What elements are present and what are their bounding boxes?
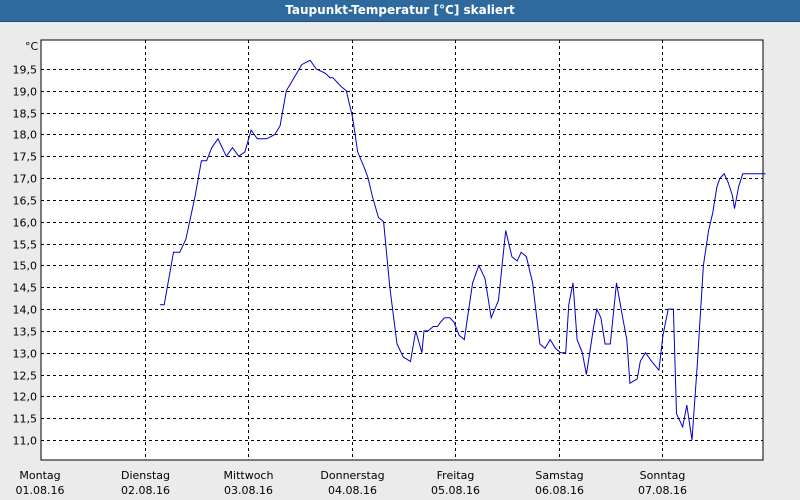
y-tick-label: 19,5 <box>13 64 38 77</box>
y-axis-ticks: 11,0 11,5 12,0 12,5 13,0 13,5 14,0 14,5 15,0 15,5… <box>13 64 38 448</box>
x-tick-day-label: Samstag <box>535 469 583 482</box>
y-tick-label: 16,0 <box>13 217 38 230</box>
x-tick-date-label: 01.08.16 <box>16 484 65 497</box>
x-tick-day-label: Donnerstag <box>320 469 384 482</box>
x-tick-date-label: 04.08.16 <box>328 484 377 497</box>
y-tick-label: 13,0 <box>13 348 38 361</box>
y-tick-label: 12,5 <box>13 370 38 383</box>
y-tick-label: 16,5 <box>13 195 38 208</box>
series-line <box>160 59 766 441</box>
x-tick-day-label: Freitag <box>437 469 475 482</box>
y-tick-label: 11,5 <box>13 413 38 426</box>
x-tick-day-label: Dienstag <box>121 469 170 482</box>
y-tick-label: 15,5 <box>13 239 38 252</box>
x-tick-date-label: 06.08.16 <box>535 484 584 497</box>
plot-area <box>40 39 764 461</box>
y-tick-label: 18,0 <box>13 129 38 142</box>
y-axis-label: °C <box>25 40 39 53</box>
y-tick-label: 12,0 <box>13 391 38 404</box>
y-tick-label: 14,5 <box>13 282 38 295</box>
x-tick-date-label: 05.08.16 <box>431 484 480 497</box>
x-tick-day-label: Montag <box>19 469 60 482</box>
y-tick-label: 13,5 <box>13 326 38 339</box>
x-tick-date-label: 07.08.16 <box>638 484 687 497</box>
y-tick-label: 19,0 <box>13 86 38 99</box>
y-tick-label: 14,0 <box>13 304 38 317</box>
x-axis-ticks: Montag 01.08.16 Dienstag 02.08.16 Mittwoch 03… <box>16 469 687 497</box>
y-tick-label: 18,5 <box>13 108 38 121</box>
y-tick-label: 17,0 <box>13 173 38 186</box>
y-tick-label: 11,0 <box>13 435 38 448</box>
chart-title: Taupunkt-Temperatur [°C] skaliert <box>0 0 800 22</box>
y-tick-label: 17,5 <box>13 151 38 164</box>
x-tick-date-label: 03.08.16 <box>224 484 273 497</box>
x-tick-date-label: 02.08.16 <box>121 484 170 497</box>
x-tick-day-label: Mittwoch <box>224 469 274 482</box>
y-tick-label: 15,0 <box>13 260 38 273</box>
x-tick-day-label: Sonntag <box>640 469 686 482</box>
